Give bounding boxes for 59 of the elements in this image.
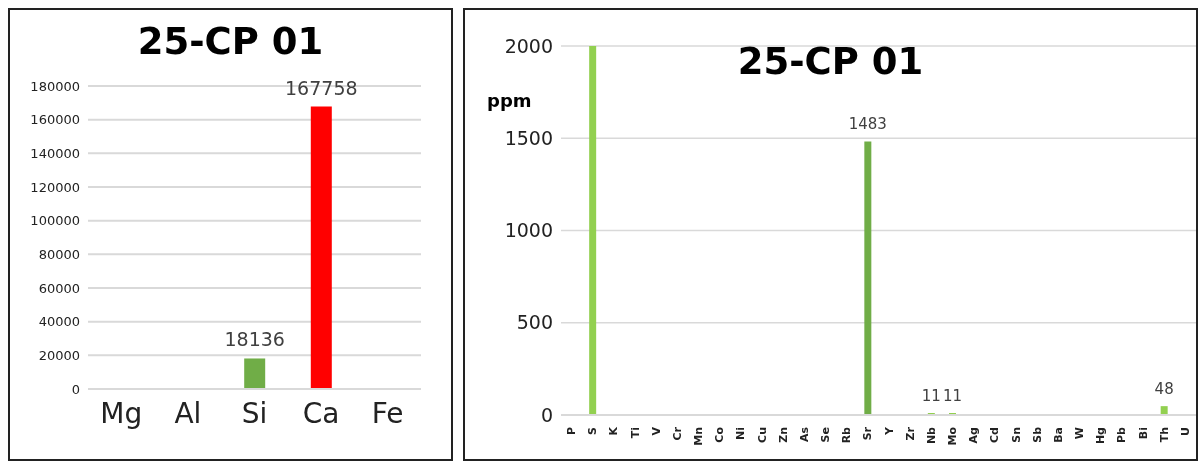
y-tick-label: 140000	[30, 145, 80, 161]
data-label: 11	[921, 386, 941, 405]
data-label: 48	[1154, 380, 1174, 399]
x-tick-label: Y	[882, 425, 896, 436]
x-tick-label: Sn	[1009, 427, 1023, 443]
x-tick-label: V	[649, 426, 663, 436]
y-tick-label: 60000	[38, 280, 80, 296]
x-tick-label: Th	[1157, 427, 1171, 443]
y-tick-label: 2000	[504, 34, 553, 57]
x-tick-label: Si	[241, 397, 268, 430]
y-tick-label: 80000	[38, 246, 80, 262]
x-tick-label: Mg	[100, 397, 143, 430]
x-tick-label: Fe	[371, 397, 404, 430]
x-tick-label: P	[565, 427, 579, 436]
y-tick-label: 180000	[30, 78, 80, 94]
y-tick-label: 1500	[504, 126, 553, 149]
x-tick-label: Bi	[1136, 427, 1150, 440]
x-tick-label: U	[1178, 427, 1192, 436]
y-tick-label: 160000	[30, 112, 80, 128]
y-tick-label: 120000	[30, 179, 80, 195]
x-tick-label: Nb	[924, 426, 938, 445]
chart-title: 25-CP 01	[136, 20, 325, 63]
data-label: 11	[942, 386, 963, 405]
x-tick-label: Ag	[967, 427, 981, 444]
x-tick-label: Mn	[692, 427, 706, 446]
x-tick-label: Co	[713, 426, 727, 443]
x-tick-label: Mo	[946, 426, 960, 446]
x-tick-label: Se	[819, 427, 833, 443]
x-tick-label: Cu	[755, 427, 769, 443]
y-tick-label: 500	[516, 311, 553, 334]
x-tick-label: Ba	[1051, 427, 1065, 443]
x-tick-label: Cd	[988, 427, 1002, 443]
y-tick-label: 1000	[504, 219, 553, 242]
y-tick-label: 40000	[38, 314, 80, 330]
data-label: 167758	[285, 76, 358, 99]
data-label: 18136	[224, 328, 285, 351]
x-tick-label: Sb	[1030, 426, 1044, 443]
y-tick-label: 0	[540, 403, 553, 426]
x-tick-label: Al	[174, 397, 202, 430]
x-tick-label: S	[586, 426, 600, 435]
x-tick-label: Zr	[903, 426, 917, 441]
x-tick-label: Ca	[302, 397, 340, 430]
x-tick-label: W	[1073, 427, 1087, 440]
x-tick-label: Zn	[776, 427, 790, 443]
y-tick-label: 0	[71, 381, 80, 397]
data-label: 1483	[848, 115, 887, 134]
y-axis-title: ppm	[487, 90, 532, 111]
chart-title: 25-CP 01	[737, 40, 924, 83]
x-tick-label: Cr	[670, 426, 684, 441]
x-tick-label: Sr	[861, 426, 875, 441]
x-tick-label: K	[607, 426, 621, 436]
x-tick-label: Ti	[628, 427, 642, 439]
y-tick-label: 20000	[38, 347, 80, 363]
x-tick-label: Hg	[1094, 427, 1108, 445]
y-tick-label: 100000	[30, 213, 80, 229]
x-tick-label: Ni	[734, 427, 748, 440]
x-tick-label: Pb	[1115, 426, 1129, 443]
x-tick-label: Rb	[840, 426, 854, 444]
x-tick-label: As	[797, 426, 811, 443]
